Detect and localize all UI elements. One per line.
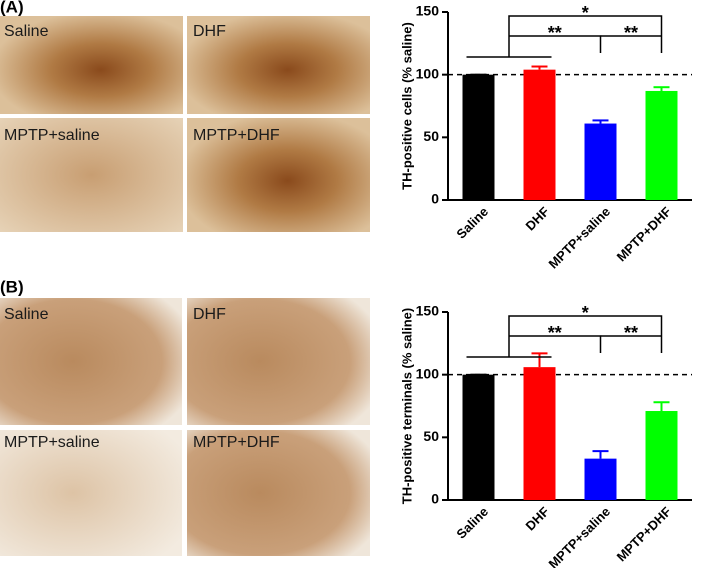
panel-label: (A) (0, 0, 24, 16)
significance-label: ** (548, 323, 562, 343)
x-tick-label: MPTP+saline (545, 504, 613, 568)
image-label: DHF (193, 23, 226, 40)
micrograph (187, 118, 370, 232)
micrograph (0, 118, 183, 232)
y-tick-label: 100 (416, 365, 440, 381)
micrograph (0, 16, 183, 114)
bar (584, 458, 617, 500)
significance-label: ** (624, 323, 638, 343)
significance-label: ** (548, 23, 562, 43)
y-axis-label: TH-positive cells (% saline) (399, 22, 414, 190)
bar (523, 367, 556, 500)
x-tick-label: Saline (453, 204, 491, 242)
micrograph (0, 298, 182, 425)
significance-label: * (582, 3, 589, 23)
y-tick-label: 150 (416, 3, 440, 19)
x-tick-label: MPTP+DHF (614, 504, 674, 564)
x-tick-label: DHF (523, 504, 553, 534)
micrographs-b (0, 298, 370, 556)
y-tick-label: 0 (431, 491, 439, 507)
micrographs-a (0, 16, 370, 232)
bar (462, 374, 495, 500)
panel-label: (B) (0, 277, 24, 296)
image-label: Saline (4, 306, 49, 323)
image-label: MPTP+DHF (193, 127, 280, 144)
image-label: MPTP+saline (4, 127, 100, 144)
y-tick-label: 100 (416, 65, 440, 81)
y-tick-label: 50 (423, 128, 439, 144)
bar (462, 74, 495, 200)
bar (645, 411, 678, 500)
x-tick-label: DHF (523, 204, 553, 234)
significance-label: * (582, 303, 589, 323)
micrograph (0, 430, 182, 556)
micrograph (187, 16, 370, 114)
image-label: Saline (4, 23, 49, 40)
bar (584, 123, 617, 200)
image-label: DHF (193, 306, 226, 323)
y-tick-label: 0 (431, 191, 439, 207)
y-tick-label: 50 (423, 428, 439, 444)
significance-label: ** (624, 23, 638, 43)
x-tick-label: MPTP+DHF (614, 204, 674, 264)
image-label: MPTP+saline (4, 434, 100, 451)
y-axis-label: TH-positive terminals (% saline) (399, 308, 414, 505)
micrograph (187, 298, 370, 425)
x-tick-label: MPTP+saline (545, 204, 613, 272)
micrograph (187, 430, 370, 556)
image-label: MPTP+DHF (193, 434, 280, 451)
bar (645, 90, 678, 200)
bar (523, 69, 556, 200)
x-tick-label: Saline (453, 504, 491, 542)
y-tick-label: 150 (416, 303, 440, 319)
